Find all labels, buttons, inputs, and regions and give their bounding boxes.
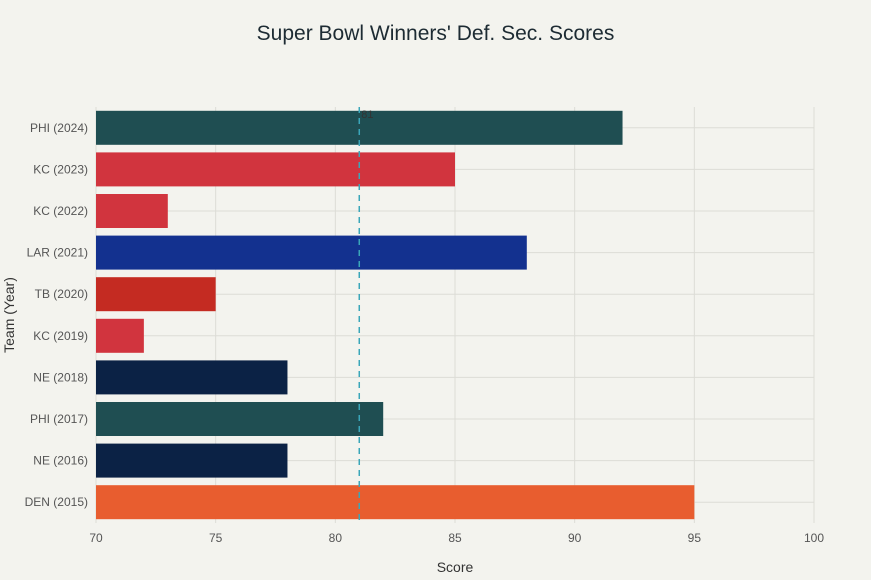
x-tick-label: 80 [329, 531, 343, 545]
y-tick-label: KC (2019) [33, 329, 88, 343]
reference-line-label: 81 [361, 109, 373, 121]
y-axis-label: Team (Year) [1, 277, 17, 353]
bar [96, 485, 695, 520]
y-tick-label: KC (2023) [33, 162, 88, 176]
x-tick-label: 85 [448, 531, 462, 545]
bar [96, 402, 384, 436]
y-tick-label: KC (2022) [33, 204, 88, 218]
bar [96, 194, 168, 228]
y-tick-label: PHI (2024) [30, 121, 88, 135]
bar [96, 443, 288, 478]
x-tick-label: 70 [89, 531, 103, 545]
x-tick-label: 95 [688, 531, 702, 545]
bar [96, 318, 144, 353]
bar [96, 277, 216, 312]
bar [96, 235, 527, 270]
y-tick-label: NE (2016) [33, 454, 88, 468]
y-tick-label: PHI (2017) [30, 412, 88, 426]
y-tick-label: LAR (2021) [27, 246, 88, 260]
x-tick-label: 90 [568, 531, 582, 545]
y-tick-label: DEN (2015) [25, 495, 88, 509]
x-tick-label: 75 [209, 531, 223, 545]
x-axis-label: Score [437, 559, 474, 575]
bar [96, 110, 623, 145]
x-tick-label: 100 [804, 531, 824, 545]
bar [96, 360, 288, 395]
y-tick-label: TB (2020) [35, 287, 88, 301]
chart-title: Super Bowl Winners' Def. Sec. Scores [256, 22, 615, 45]
y-tick-label: NE (2018) [33, 370, 88, 384]
bar [96, 152, 455, 187]
